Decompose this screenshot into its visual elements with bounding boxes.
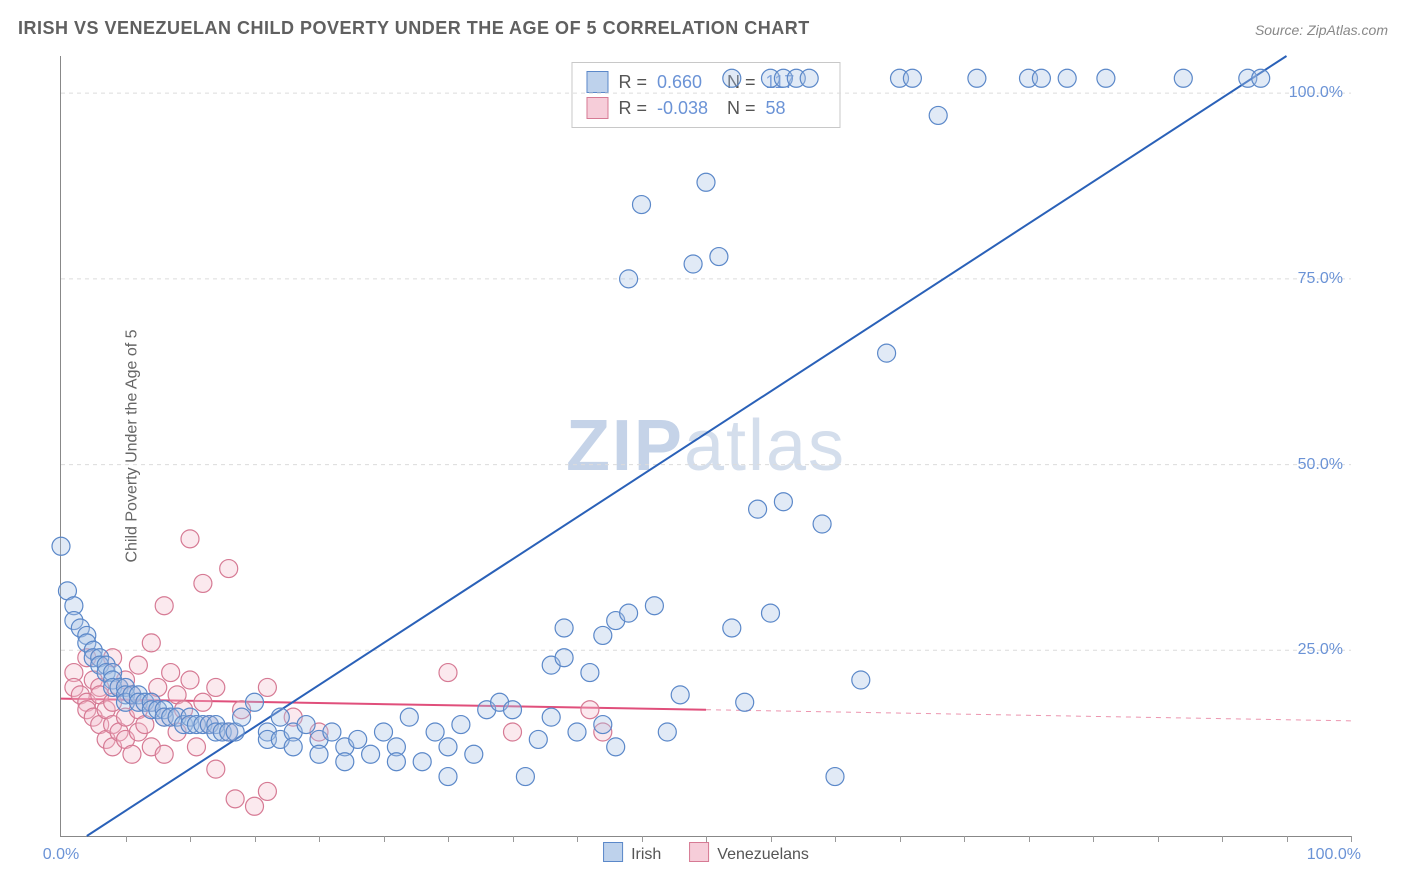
x-tick xyxy=(900,836,901,842)
source-attribution: Source: ZipAtlas.com xyxy=(1255,22,1388,38)
x-tick xyxy=(1158,836,1159,842)
x-tick xyxy=(964,836,965,842)
x-tick xyxy=(190,836,191,842)
legend-item-irish: Irish xyxy=(603,842,661,864)
y-tick-label: 25.0% xyxy=(1298,641,1343,659)
x-tick xyxy=(706,836,707,842)
x-axis-min-label: 0.0% xyxy=(43,846,79,864)
series-legend: Irish Venezuelans xyxy=(603,842,809,864)
x-tick xyxy=(642,836,643,842)
y-tick-label: 75.0% xyxy=(1298,270,1343,288)
x-tick xyxy=(126,836,127,842)
y-tick-label: 50.0% xyxy=(1298,456,1343,474)
x-tick xyxy=(1093,836,1094,842)
x-tick xyxy=(771,836,772,842)
x-tick xyxy=(319,836,320,842)
x-tick xyxy=(255,836,256,842)
legend-label-venezuelans: Venezuelans xyxy=(717,846,809,863)
chart-title: IRISH VS VENEZUELAN CHILD POVERTY UNDER … xyxy=(18,18,810,39)
source-site: ZipAtlas.com xyxy=(1307,22,1388,38)
x-tick xyxy=(1351,836,1352,842)
x-tick xyxy=(448,836,449,842)
x-tick xyxy=(835,836,836,842)
source-prefix: Source: xyxy=(1255,22,1307,38)
legend-swatch-venezuelans-bottom xyxy=(689,842,709,862)
plot-svg xyxy=(61,56,1351,836)
plot-area: ZIPatlas R = 0.660 N = 117 R = -0.038 N … xyxy=(60,56,1351,837)
x-tick xyxy=(384,836,385,842)
x-tick xyxy=(1287,836,1288,842)
x-tick xyxy=(577,836,578,842)
x-tick xyxy=(1029,836,1030,842)
x-axis-max-label: 100.0% xyxy=(1307,846,1361,864)
legend-swatch-irish-bottom xyxy=(603,842,623,862)
legend-label-irish: Irish xyxy=(631,846,661,863)
x-tick xyxy=(1222,836,1223,842)
x-tick xyxy=(513,836,514,842)
y-tick-label: 100.0% xyxy=(1289,84,1343,102)
legend-item-venezuelans: Venezuelans xyxy=(689,842,809,864)
